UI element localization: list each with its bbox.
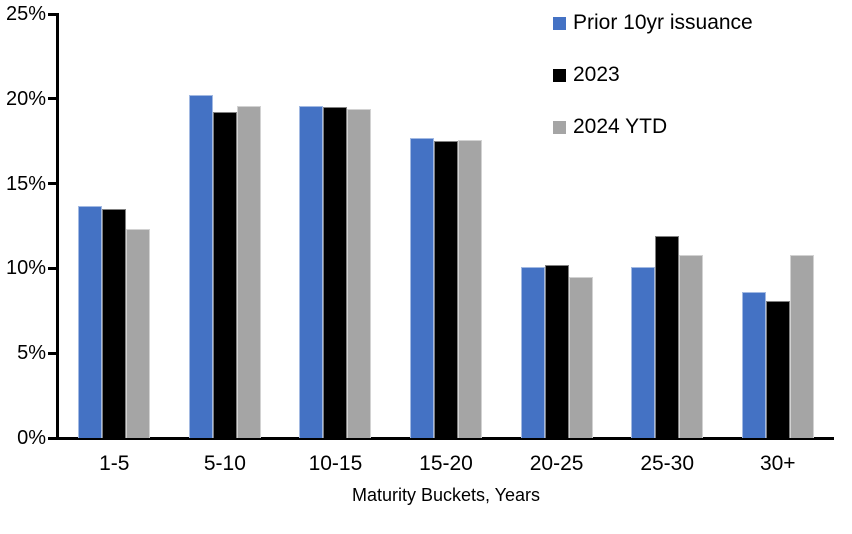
bar-2023-10-15 bbox=[323, 107, 348, 438]
bar-2023-20-25 bbox=[544, 265, 569, 438]
bar-prior-10yr-issuance-5-10 bbox=[188, 95, 213, 438]
bar-2023-5-10 bbox=[212, 112, 237, 438]
bar-2024-ytd-1-5 bbox=[126, 229, 151, 438]
x-axis-title: Maturity Buckets, Years bbox=[351, 485, 541, 505]
x-category-label: 5-10 bbox=[203, 452, 246, 475]
bar-2024-ytd-15-20 bbox=[458, 139, 483, 438]
y-tick-mark bbox=[48, 266, 57, 270]
bar-2024-ytd-20-25 bbox=[568, 276, 593, 438]
legend-label: 2024 YTD bbox=[573, 115, 668, 138]
x-category-label: 20-25 bbox=[529, 452, 584, 475]
y-tick-mark bbox=[48, 12, 57, 16]
category-group-1-5 bbox=[59, 14, 170, 438]
bar-2024-ytd-5-10 bbox=[236, 105, 261, 438]
category-group-5-10 bbox=[170, 14, 281, 438]
bar-2023-30+ bbox=[765, 300, 790, 438]
y-tick-mark bbox=[48, 97, 57, 101]
category-group-25-30 bbox=[612, 14, 723, 438]
y-axis-line bbox=[56, 13, 59, 440]
category-group-10-15 bbox=[280, 14, 391, 438]
y-tick-label: 10% bbox=[5, 257, 46, 280]
y-tick-label: 20% bbox=[5, 87, 46, 110]
category-group-20-25 bbox=[501, 14, 612, 438]
x-category-label: 15-20 bbox=[419, 452, 473, 475]
category-group-15-20 bbox=[391, 14, 502, 438]
y-tick-label: 15% bbox=[5, 172, 46, 195]
y-tick-label: 5% bbox=[17, 342, 46, 365]
y-tick-label: 25% bbox=[5, 3, 46, 25]
legend-swatch-icon bbox=[553, 68, 566, 82]
y-tick-label: 0% bbox=[17, 427, 46, 449]
y-tick-mark bbox=[48, 351, 57, 355]
plot-area bbox=[59, 14, 833, 438]
legend-label: Prior 10yr issuance bbox=[573, 11, 753, 34]
y-tick-mark bbox=[48, 182, 57, 186]
bar-prior-10yr-issuance-15-20 bbox=[410, 137, 435, 438]
bar-2024-ytd-30+ bbox=[789, 254, 814, 438]
bar-2024-ytd-10-15 bbox=[347, 108, 372, 438]
bar-prior-10yr-issuance-20-25 bbox=[520, 266, 545, 438]
legend-item-2024-ytd: 2024 YTD bbox=[553, 114, 753, 140]
x-axis-line bbox=[56, 437, 834, 440]
bar-prior-10yr-issuance-1-5 bbox=[78, 205, 103, 438]
legend-item-2023: 2023 bbox=[553, 62, 753, 88]
x-category-label: 30+ bbox=[759, 452, 796, 475]
x-category-label: 25-30 bbox=[640, 452, 695, 475]
legend-label: 2023 bbox=[573, 63, 620, 86]
bar-prior-10yr-issuance-10-15 bbox=[299, 105, 324, 438]
bar-2023-15-20 bbox=[434, 141, 459, 438]
y-tick-mark bbox=[48, 436, 57, 440]
legend-swatch-icon bbox=[553, 16, 566, 30]
bar-prior-10yr-issuance-30+ bbox=[741, 292, 766, 438]
legend: Prior 10yr issuance 2023 2024 YTD bbox=[553, 10, 753, 166]
legend-item-prior-10yr-issuance: Prior 10yr issuance bbox=[553, 10, 753, 36]
x-category-label: 1-5 bbox=[99, 452, 130, 475]
legend-swatch-icon bbox=[553, 120, 566, 134]
bar-2024-ytd-25-30 bbox=[679, 254, 704, 438]
x-category-label: 10-15 bbox=[308, 452, 363, 475]
bar-2023-1-5 bbox=[102, 209, 127, 438]
bar-2023-25-30 bbox=[655, 236, 680, 438]
x-axis-category-labels: 1-5 5-10 10-15 15-20 20-25 25-30 30+ bbox=[59, 452, 833, 476]
bar-prior-10yr-issuance-25-30 bbox=[631, 266, 656, 438]
category-group-30+ bbox=[722, 14, 833, 438]
